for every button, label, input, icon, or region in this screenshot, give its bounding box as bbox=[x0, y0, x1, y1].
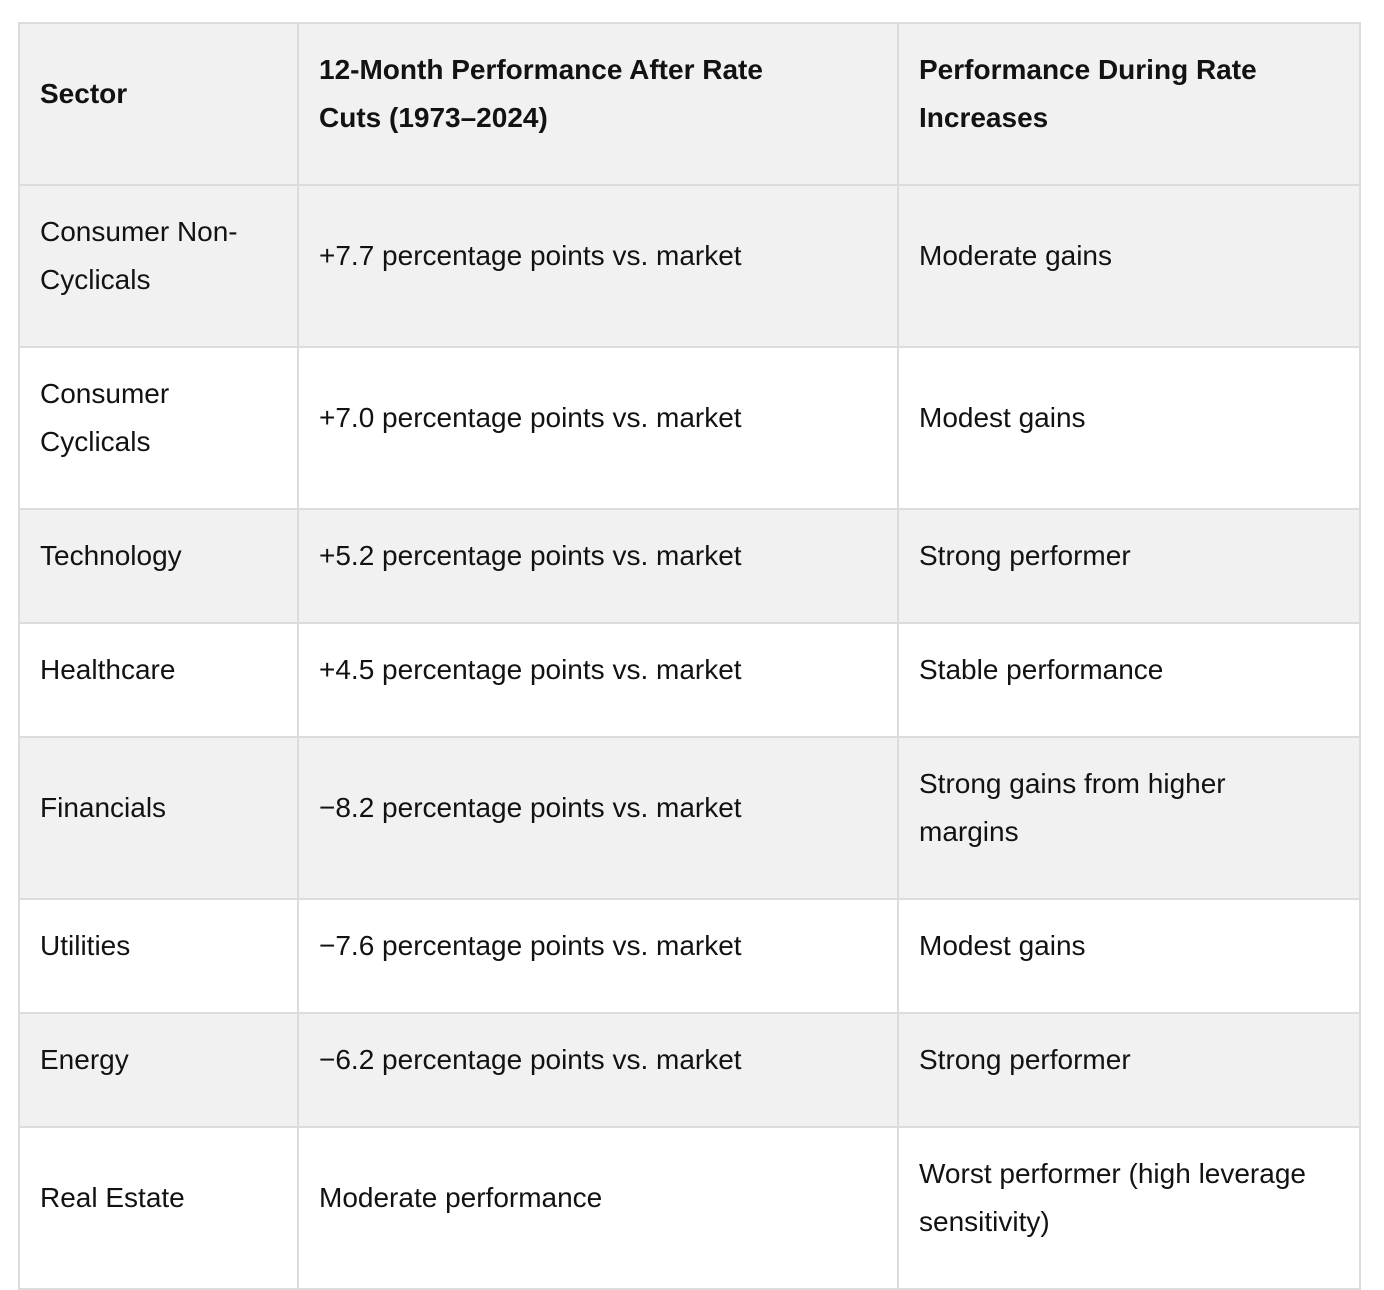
table-row: Technology +5.2 percentage points vs. ma… bbox=[18, 508, 1361, 624]
table-row: Real Estate Moderate performance Worst p… bbox=[18, 1126, 1361, 1290]
cell-sector: Utilities bbox=[18, 898, 299, 1014]
cell-during-rate-increases: Moderate gains bbox=[897, 184, 1361, 348]
header-during-rate-increases: Performance During Rate Increases bbox=[897, 22, 1361, 186]
cell-during-rate-increases: Modest gains bbox=[897, 898, 1361, 1014]
cell-sector: Consumer Non-Cyclicals bbox=[18, 184, 299, 348]
cell-sector: Energy bbox=[18, 1012, 299, 1128]
cell-sector: Consumer Cyclicals bbox=[18, 346, 299, 510]
cell-sector: Real Estate bbox=[18, 1126, 299, 1290]
cell-after-rate-cuts: −6.2 percentage points vs. market bbox=[297, 1012, 899, 1128]
cell-sector: Financials bbox=[18, 736, 299, 900]
cell-after-rate-cuts: +7.0 percentage points vs. market bbox=[297, 346, 899, 510]
table-row: Utilities −7.6 percentage points vs. mar… bbox=[18, 898, 1361, 1014]
table-row: Energy −6.2 percentage points vs. market… bbox=[18, 1012, 1361, 1128]
table-header: Sector 12-Month Performance After Rate C… bbox=[18, 22, 1361, 186]
cell-after-rate-cuts: −8.2 percentage points vs. market bbox=[297, 736, 899, 900]
cell-during-rate-increases: Strong performer bbox=[897, 508, 1361, 624]
header-sector: Sector bbox=[18, 22, 299, 186]
cell-after-rate-cuts: +4.5 percentage points vs. market bbox=[297, 622, 899, 738]
table-body: Consumer Non-Cyclicals +7.7 percentage p… bbox=[18, 184, 1361, 1290]
cell-after-rate-cuts: +7.7 percentage points vs. market bbox=[297, 184, 899, 348]
cell-sector: Healthcare bbox=[18, 622, 299, 738]
table-row: Consumer Cyclicals +7.0 percentage point… bbox=[18, 346, 1361, 510]
header-after-rate-cuts: 12-Month Performance After Rate Cuts (19… bbox=[297, 22, 899, 186]
cell-sector: Technology bbox=[18, 508, 299, 624]
cell-during-rate-increases: Strong performer bbox=[897, 1012, 1361, 1128]
sector-performance-table: Sector 12-Month Performance After Rate C… bbox=[18, 22, 1361, 1290]
cell-after-rate-cuts: −7.6 percentage points vs. market bbox=[297, 898, 899, 1014]
cell-after-rate-cuts: +5.2 percentage points vs. market bbox=[297, 508, 899, 624]
cell-during-rate-increases: Strong gains from higher margins bbox=[897, 736, 1361, 900]
table-row: Healthcare +4.5 percentage points vs. ma… bbox=[18, 622, 1361, 738]
cell-during-rate-increases: Worst performer (high leverage sensitivi… bbox=[897, 1126, 1361, 1290]
header-row: Sector 12-Month Performance After Rate C… bbox=[18, 22, 1361, 186]
table-row: Financials −8.2 percentage points vs. ma… bbox=[18, 736, 1361, 900]
table-row: Consumer Non-Cyclicals +7.7 percentage p… bbox=[18, 184, 1361, 348]
cell-after-rate-cuts: Moderate performance bbox=[297, 1126, 899, 1290]
cell-during-rate-increases: Stable performance bbox=[897, 622, 1361, 738]
cell-during-rate-increases: Modest gains bbox=[897, 346, 1361, 510]
